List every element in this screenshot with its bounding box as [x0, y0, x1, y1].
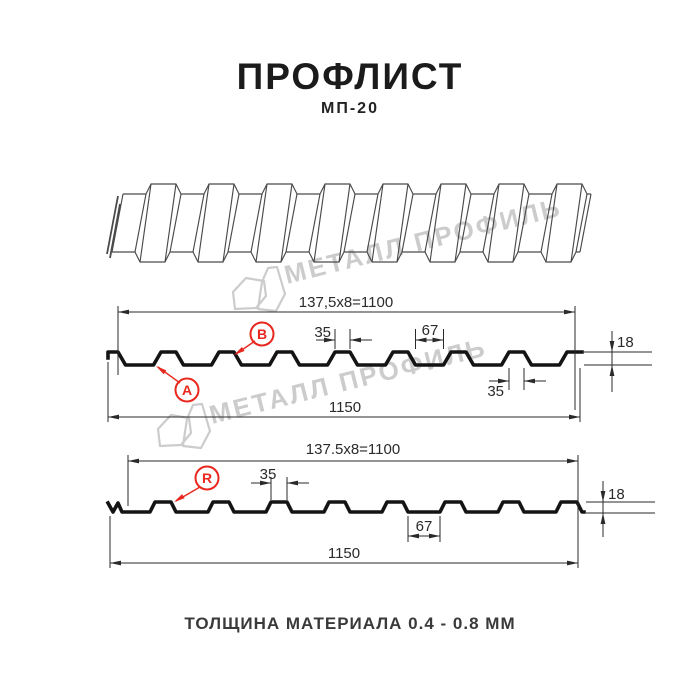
dimension-lines	[109, 455, 655, 568]
callout-label-b: B	[257, 326, 267, 342]
sheet-front-edge	[112, 251, 580, 263]
drawing-line	[540, 193, 553, 253]
callout-leaders	[156, 340, 256, 384]
dim-valley: 67	[416, 518, 433, 535]
dim-useful-width: 137,5x8=1100	[299, 294, 393, 311]
dim-arrow	[429, 533, 440, 539]
drawing-line	[338, 183, 351, 263]
drawing-line	[139, 183, 152, 263]
dim-arrow	[110, 560, 121, 566]
drawing-line	[308, 193, 321, 253]
callout-leaders	[174, 486, 201, 502]
callout-label-r: R	[202, 470, 212, 486]
dim-arrow	[408, 533, 419, 539]
drawing-line	[487, 183, 500, 263]
dim-arrow	[567, 458, 578, 464]
drawing-line	[197, 183, 210, 263]
drawing-line	[482, 193, 495, 253]
dim-arrow	[564, 309, 575, 315]
dim-arrow	[524, 378, 535, 384]
dim-arrow	[108, 414, 119, 420]
drawing-line	[313, 183, 326, 263]
drawing-line	[106, 195, 119, 255]
dim-arrow	[609, 365, 615, 376]
dim-total-width: 1150	[329, 399, 361, 416]
dim-rib-top: 35	[260, 466, 277, 483]
drawing-line	[512, 183, 525, 263]
dim-rib-bottom: 35	[487, 383, 504, 400]
drawing-line	[227, 193, 240, 253]
drawing-line	[109, 203, 121, 259]
cross-section-side-r: 137.5x8=1100 35 67 18 1150 R	[105, 441, 655, 568]
drawing-line	[570, 183, 583, 263]
dim-arrow	[567, 560, 578, 566]
dim-height: 18	[617, 334, 634, 351]
cross-section-side-a: 137,5x8=1100 35 67 18 35 1150 A B	[106, 294, 652, 422]
dim-arrow	[174, 494, 185, 502]
dim-arrow	[432, 337, 444, 343]
drawing-line	[111, 193, 124, 253]
drawing-line	[366, 193, 379, 253]
callout-circle-a	[174, 377, 200, 403]
profile-sheet-3d-drawing	[106, 183, 592, 263]
drawing-line	[169, 193, 182, 253]
dim-arrow	[324, 337, 335, 343]
dim-arrow	[350, 337, 361, 343]
drawing-line	[517, 193, 530, 253]
dim-total-width: 1150	[328, 545, 360, 562]
drawing-line	[545, 183, 558, 263]
drawing-line	[285, 193, 298, 253]
drawing-line	[250, 193, 263, 253]
dim-useful-width: 137.5x8=1100	[306, 441, 400, 458]
dim-arrow	[128, 458, 139, 464]
drawing-line	[429, 183, 442, 263]
drawing-line	[575, 193, 588, 253]
dimension-lines	[107, 306, 652, 422]
callout-circle-b	[249, 321, 275, 347]
dim-valley: 67	[422, 322, 439, 339]
material-thickness-note: ТОЛЩИНА МАТЕРИАЛА 0.4 - 0.8 ММ	[184, 614, 516, 633]
dim-arrow	[609, 341, 615, 352]
page-subtitle: МП-20	[321, 100, 379, 117]
drawing-line	[192, 193, 205, 253]
sheet-back-edge	[123, 183, 591, 195]
drawing-line	[579, 193, 592, 253]
drawing-line	[255, 183, 268, 263]
drawing-line	[280, 183, 293, 263]
drawing-line	[454, 183, 467, 263]
profile-outline	[105, 500, 586, 514]
callout-circle-r	[194, 465, 220, 491]
dim-arrow	[600, 491, 606, 502]
callout-label-a: A	[182, 382, 192, 398]
drawing-line	[424, 193, 437, 253]
watermark-text: МЕТАЛЛ ПРОФИЛЬ	[281, 192, 565, 290]
metall-profil-logo-icon	[156, 402, 212, 450]
profile-outline	[106, 350, 584, 367]
dim-arrow	[415, 337, 427, 343]
drawing-line	[343, 193, 356, 253]
page-title: ПРОФЛИСТ	[236, 56, 464, 97]
dim-rib-top: 35	[314, 324, 331, 341]
watermark-2: МЕТАЛЛ ПРОФИЛЬ	[156, 332, 490, 450]
drawing-line	[396, 183, 409, 263]
drawing-line	[401, 193, 414, 253]
dim-arrow	[287, 480, 298, 486]
dim-arrow	[498, 378, 509, 384]
metall-profil-logo-icon	[231, 265, 287, 313]
drawing-line	[459, 193, 472, 253]
dim-arrow	[569, 414, 580, 420]
dim-arrow	[600, 513, 606, 524]
dim-arrow	[260, 480, 271, 486]
dim-arrow	[118, 309, 129, 315]
dim-arrow	[234, 346, 245, 355]
dim-arrow	[156, 366, 167, 375]
drawing-line	[134, 193, 147, 253]
drawing-line	[164, 183, 177, 263]
dim-height: 18	[608, 486, 625, 503]
drawing-line	[222, 183, 235, 263]
drawing-line	[371, 183, 384, 263]
